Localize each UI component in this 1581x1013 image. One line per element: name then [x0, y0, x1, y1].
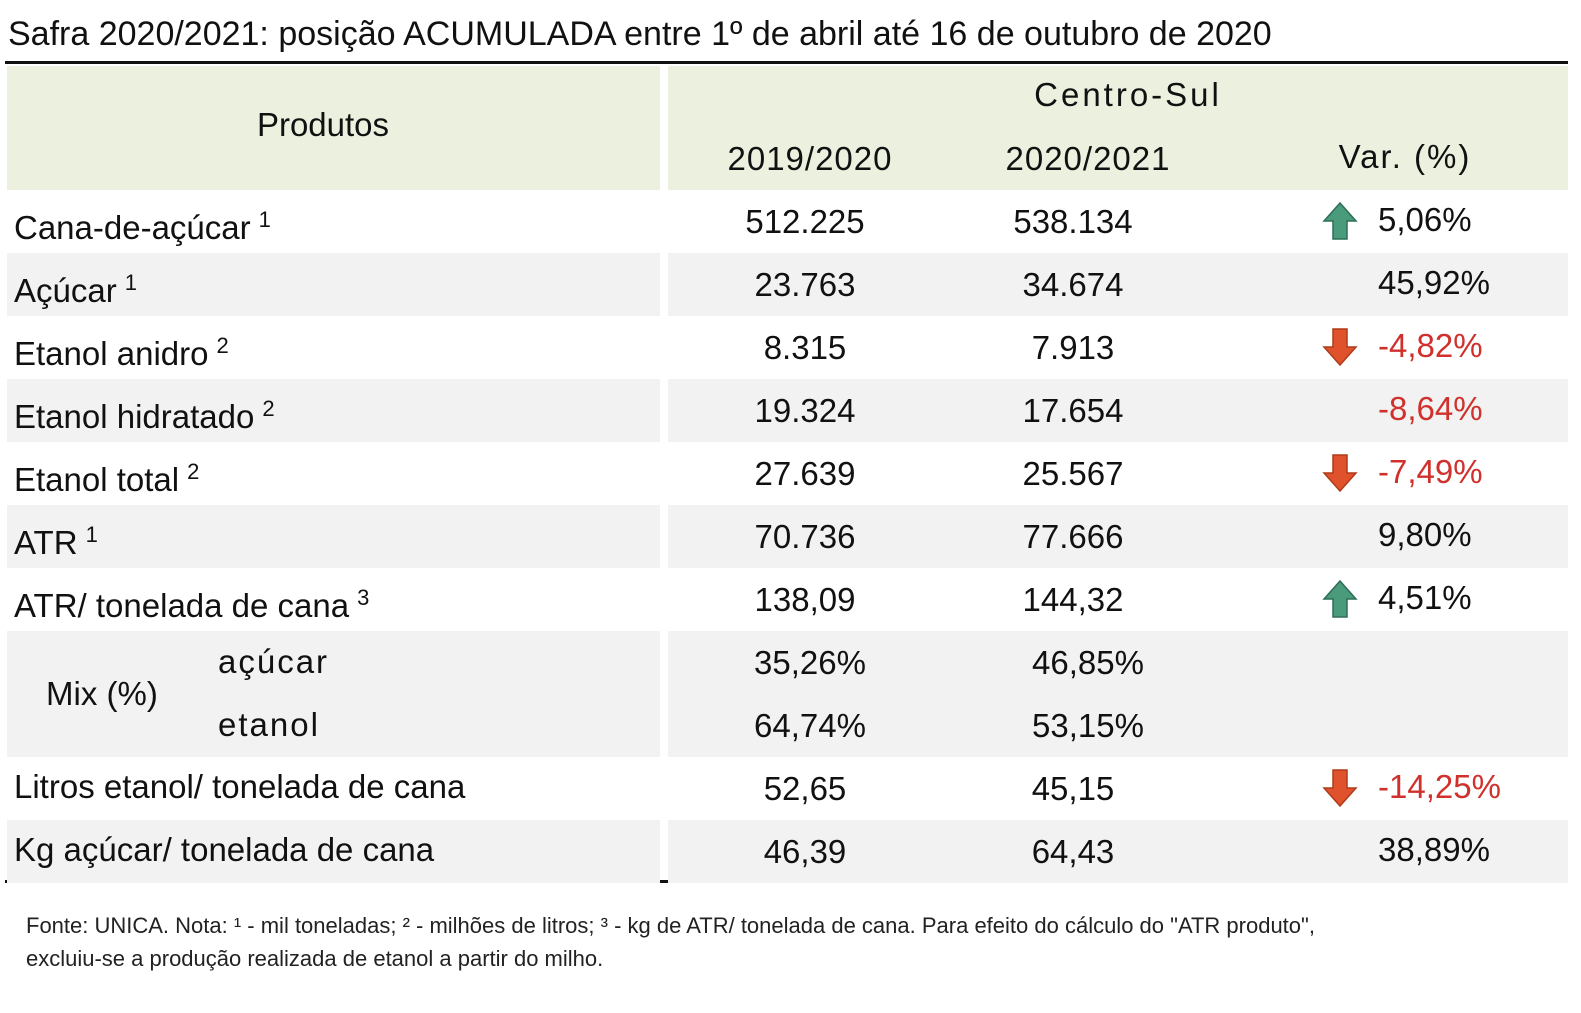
value-2020: 46,85% — [1032, 644, 1144, 681]
mix-sublabel: etanol — [218, 706, 320, 743]
value-2020: 45,15 — [1031, 770, 1115, 807]
row-bg — [668, 820, 1568, 883]
variation: 38,89% — [1378, 831, 1490, 868]
row-label-text: Kg açúcar/ tonelada de cana — [14, 831, 435, 868]
row-label-text: Litros etanol/ tonelada de cana — [14, 768, 466, 805]
note: 3 — [357, 585, 370, 610]
value-2020: 17.654 — [1022, 392, 1124, 429]
arrow-up — [1322, 201, 1358, 241]
row-bg — [7, 631, 660, 757]
row-bg — [668, 505, 1568, 568]
row-bg — [668, 379, 1568, 442]
value-2019: 19.324 — [754, 392, 856, 429]
row-label: Litros etanol/ tonelada de cana — [14, 767, 465, 807]
value-2020: 144,32 — [1022, 581, 1124, 618]
arrow-down — [1322, 768, 1358, 808]
variation: -7,49% — [1378, 453, 1483, 490]
value-2020: 64,43 — [1031, 833, 1115, 870]
note: 1 — [124, 270, 137, 295]
row-label-text: ATR/ tonelada de cana — [14, 587, 350, 624]
value-2019: 138,09 — [754, 581, 856, 618]
value-2019: 64,74% — [754, 707, 866, 744]
value-2019: 23.763 — [754, 266, 856, 303]
note: 2 — [216, 333, 229, 358]
variation: 9,80% — [1378, 516, 1472, 553]
variation: 45,92% — [1378, 264, 1490, 301]
variation: -4,82% — [1378, 327, 1483, 364]
header-bg — [668, 66, 1568, 190]
row-bg — [7, 505, 660, 568]
arrow-up — [1322, 579, 1358, 619]
row-label: Etanol total 2 — [14, 452, 199, 500]
row-label: Açúcar 1 — [14, 263, 137, 311]
title: Safra 2020/2021: posição ACUMULADA entre… — [8, 15, 1272, 53]
mix-label: Mix (%) — [46, 675, 158, 712]
value-2020: 25.567 — [1022, 455, 1124, 492]
header-region: Centro-Sul — [1034, 76, 1222, 113]
row-label: Cana-de-açúcar 1 — [14, 200, 271, 248]
header-column: Var. (%) — [1338, 138, 1472, 175]
note: 1 — [85, 522, 98, 547]
mix-sublabel: açúcar — [218, 643, 330, 680]
row-label-text: Etanol anidro — [14, 335, 209, 372]
value-2019: 27.639 — [754, 455, 856, 492]
value-2019: 46,39 — [763, 833, 847, 870]
note: 1 — [258, 207, 271, 232]
value-2020: 77.666 — [1022, 518, 1124, 555]
header-bg — [7, 66, 660, 190]
variation: -8,64% — [1378, 390, 1483, 427]
row-label-text: Açúcar — [14, 272, 117, 309]
row-label: Etanol anidro 2 — [14, 326, 229, 374]
value-2019: 35,26% — [754, 644, 866, 681]
header-column: 2020/2021 — [1005, 140, 1171, 177]
row-bg — [7, 820, 660, 883]
row-label: ATR/ tonelada de cana 3 — [14, 578, 369, 626]
row-label: Kg açúcar/ tonelada de cana — [14, 830, 434, 870]
note: 2 — [262, 396, 275, 421]
value-2020: 34.674 — [1022, 266, 1124, 303]
footnote: excluiu-se a produção realizada de etano… — [26, 946, 604, 971]
value-2020: 7.913 — [1031, 329, 1115, 366]
value-2020: 538.134 — [1013, 203, 1133, 240]
value-2019: 70.736 — [754, 518, 856, 555]
row-label-text: Cana-de-açúcar — [14, 209, 251, 246]
row-bg — [668, 631, 1568, 757]
row-label: ATR 1 — [14, 515, 98, 563]
note: 2 — [187, 459, 200, 484]
value-2019: 512.225 — [745, 203, 865, 240]
variation: 4,51% — [1378, 579, 1472, 616]
row-bg — [7, 253, 660, 316]
header-products: Produtos — [256, 106, 390, 143]
row-bg — [668, 253, 1568, 316]
row-label: Etanol hidratado 2 — [14, 389, 275, 437]
variation: -14,25% — [1378, 768, 1501, 805]
arrow-down — [1322, 327, 1358, 367]
value-2019: 8.315 — [763, 329, 847, 366]
row-label-text: Etanol hidratado — [14, 398, 255, 435]
variation: 5,06% — [1378, 201, 1472, 238]
value-2020: 53,15% — [1032, 707, 1144, 744]
header-column: 2019/2020 — [727, 140, 893, 177]
value-2019: 52,65 — [763, 770, 847, 807]
row-label-text: ATR — [14, 524, 78, 561]
row-bg — [7, 379, 660, 442]
top-rule — [5, 61, 1568, 64]
footnote: Fonte: UNICA. Nota: ¹ - mil toneladas; ²… — [26, 913, 1315, 938]
row-label-text: Etanol total — [14, 461, 180, 498]
arrow-down — [1322, 453, 1358, 493]
